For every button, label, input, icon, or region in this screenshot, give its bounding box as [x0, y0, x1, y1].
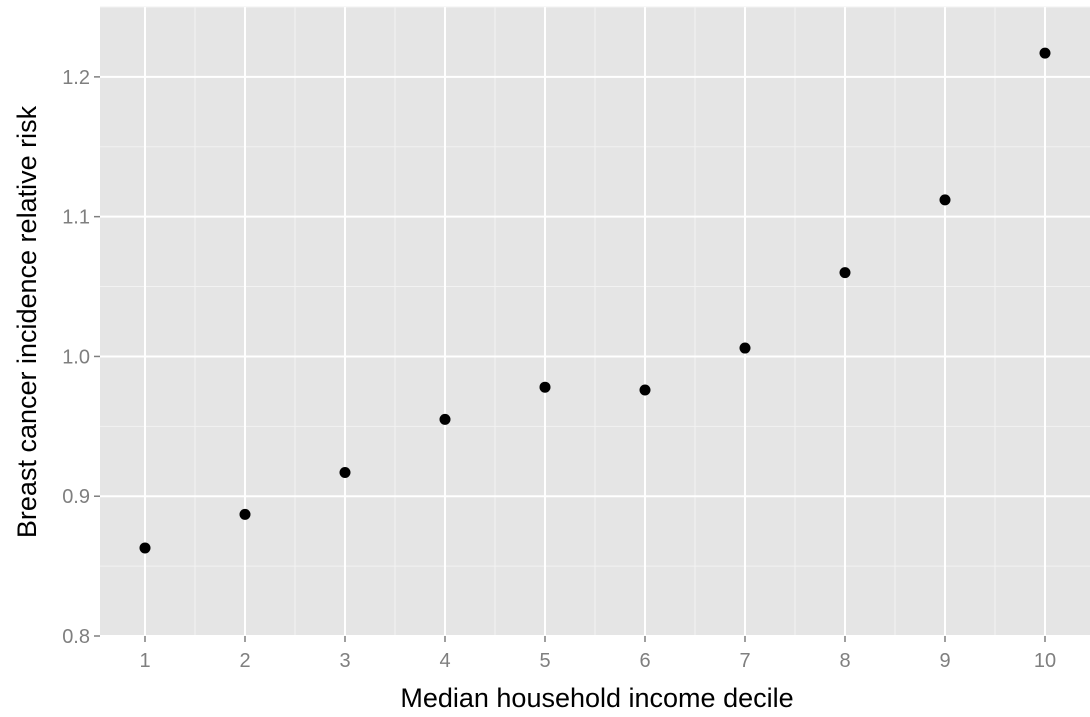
- data-point: [639, 384, 651, 396]
- minor-grid: [100, 6, 1090, 636]
- data-point: [139, 542, 151, 554]
- x-tick-label: 1: [139, 650, 150, 672]
- y-tick-label: 1.2: [62, 67, 90, 89]
- y-tick-label: 0.8: [62, 626, 90, 648]
- data-point: [939, 194, 951, 206]
- data-point: [1039, 47, 1051, 59]
- x-tick-label: 5: [539, 650, 550, 672]
- x-tick-label: 4: [439, 650, 450, 672]
- y-axis-ticks: 0.8 0.9 1.0 1.1 1.2: [62, 67, 100, 648]
- x-tick-label: 7: [739, 650, 750, 672]
- x-axis-ticks: 1 2 3 4 5 6 7 8 9 10: [139, 636, 1056, 672]
- x-axis-title: Median household income decile: [400, 683, 793, 713]
- x-tick-label: 9: [939, 650, 950, 672]
- data-point: [539, 381, 551, 393]
- data-point: [739, 342, 751, 354]
- x-tick-label: 3: [339, 650, 350, 672]
- major-grid: [100, 7, 1090, 637]
- y-tick-label: 0.9: [62, 486, 90, 508]
- data-point: [839, 267, 851, 279]
- data-point: [339, 466, 351, 478]
- y-tick-label: 1.1: [62, 207, 90, 229]
- data-point: [439, 413, 451, 425]
- data-point: [239, 508, 251, 520]
- data-points: [139, 47, 1051, 554]
- x-tick-label: 10: [1034, 650, 1056, 672]
- y-tick-label: 1.0: [62, 346, 90, 368]
- x-tick-label: 8: [839, 650, 850, 672]
- x-tick-label: 2: [239, 650, 250, 672]
- x-tick-label: 6: [639, 650, 650, 672]
- y-axis-title: Breast cancer incidence relative risk: [12, 105, 42, 538]
